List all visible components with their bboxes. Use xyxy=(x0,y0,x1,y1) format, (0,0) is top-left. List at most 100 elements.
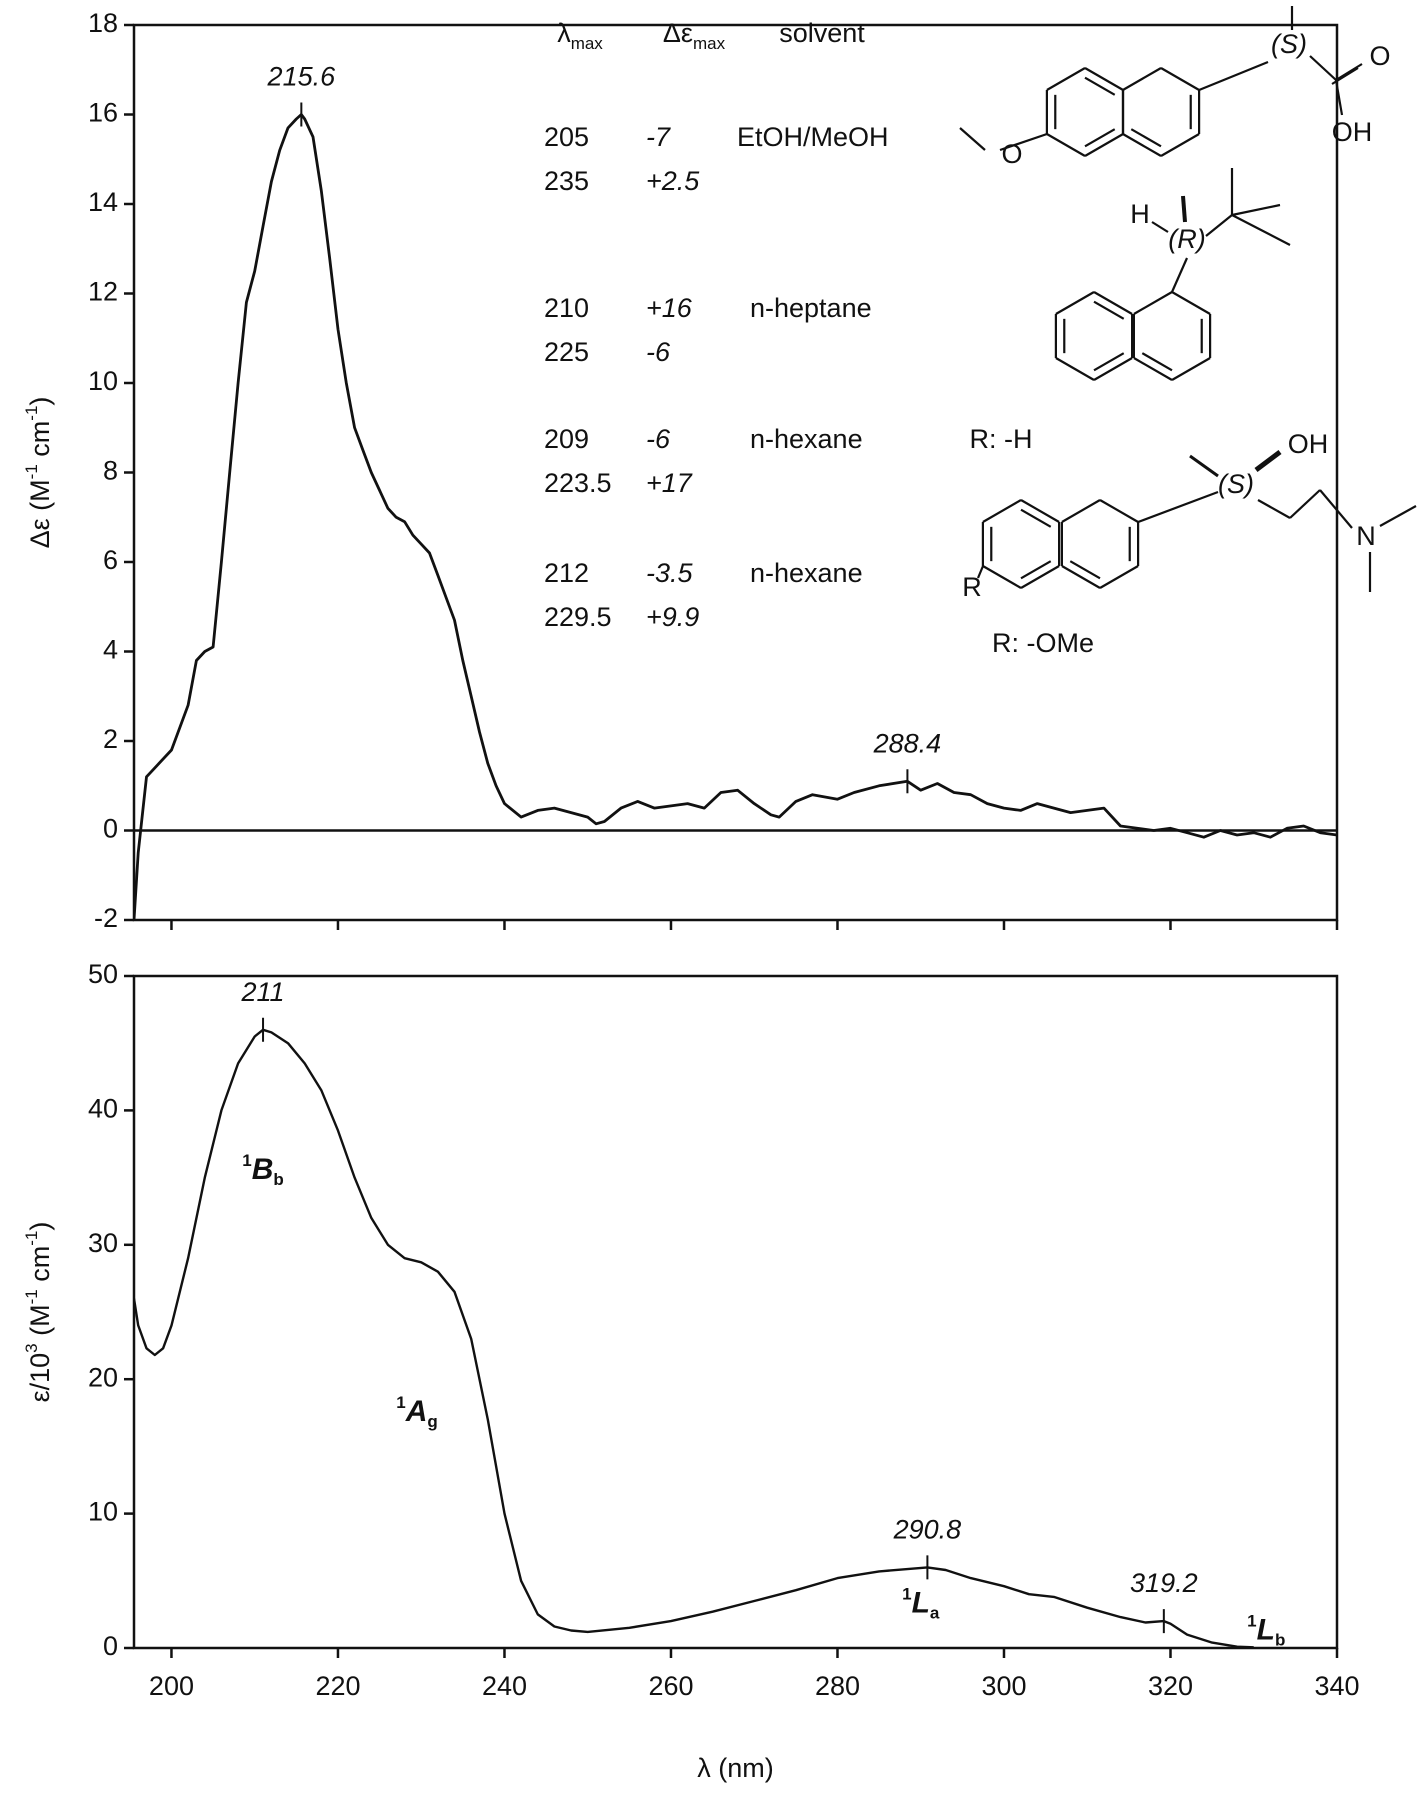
bond xyxy=(1061,565,1101,589)
peak-label: 211 xyxy=(241,977,285,1007)
bond xyxy=(1020,565,1060,589)
bond xyxy=(1319,489,1353,529)
bond xyxy=(1160,67,1200,91)
x-tick-label: 280 xyxy=(815,1671,860,1701)
y-tick-label: 40 xyxy=(88,1094,118,1124)
band-sup: 1 xyxy=(902,1584,911,1603)
table-solvent: n-heptane xyxy=(750,293,872,323)
bond xyxy=(1055,291,1095,315)
text-part: -1 xyxy=(22,406,41,421)
x-tick-label: 340 xyxy=(1314,1671,1359,1701)
structure-label: OH xyxy=(1288,429,1329,459)
band-sup: 1 xyxy=(396,1393,405,1412)
bond xyxy=(1093,300,1125,320)
bond xyxy=(1020,508,1052,528)
bond xyxy=(1084,133,1124,157)
data-line xyxy=(134,1028,1254,1648)
bond xyxy=(1093,352,1125,372)
bond xyxy=(1093,291,1133,315)
bond xyxy=(1309,55,1337,81)
table-header: solvent xyxy=(779,18,865,48)
text-part: max xyxy=(571,34,604,53)
table-cell: 223.5 xyxy=(544,468,612,498)
bond xyxy=(1171,357,1211,381)
text-part: λ xyxy=(557,18,571,48)
table-header: Δεmax xyxy=(663,18,726,53)
y-tick-label: 30 xyxy=(88,1228,118,1258)
structure-label: R: -OMe xyxy=(992,628,1094,658)
y-tick-label: 6 xyxy=(103,545,118,575)
table-solvent: n-hexane xyxy=(750,558,863,588)
x-tick-label: 260 xyxy=(648,1671,693,1701)
y-tick-label: 10 xyxy=(88,366,118,396)
bond xyxy=(1055,357,1095,381)
bond xyxy=(1231,203,1281,217)
bond xyxy=(999,132,1048,152)
band-label: 1Lb xyxy=(1247,1611,1285,1649)
table-solvent: n-hexane xyxy=(750,424,863,454)
text-part: -1 xyxy=(22,1231,41,1246)
y-tick-label: 2 xyxy=(103,724,118,754)
bond xyxy=(1254,450,1282,472)
y-tick-label: 12 xyxy=(88,277,118,307)
bond xyxy=(1198,60,1269,92)
bond xyxy=(1189,454,1219,478)
plot-frame xyxy=(132,974,1339,1650)
structure-label: O xyxy=(1001,139,1022,169)
bond xyxy=(1046,133,1086,157)
bond xyxy=(976,565,985,579)
y-tick-label: -2 xyxy=(94,903,118,933)
band-label: 1La xyxy=(902,1584,940,1622)
structure-label: (S) xyxy=(1218,469,1254,499)
text-part: max xyxy=(693,34,726,53)
bond xyxy=(1084,76,1116,96)
table-cell: 205 xyxy=(544,122,589,152)
table-cell: 229.5 xyxy=(544,602,612,632)
table-header: λmax xyxy=(557,18,603,53)
table-cell: -6 xyxy=(646,337,671,367)
peak-label: 290.8 xyxy=(893,1514,962,1544)
text-part: ε/10 xyxy=(25,1353,55,1403)
bond xyxy=(1084,128,1116,148)
bond xyxy=(1069,560,1101,580)
bond xyxy=(1141,352,1173,372)
plot-frame xyxy=(132,23,1339,922)
x-axis-label: λ (nm) xyxy=(697,1753,774,1783)
band-sub: b xyxy=(273,1170,283,1189)
bond xyxy=(1205,214,1233,237)
structure-label: O xyxy=(1369,41,1390,71)
y-tick-label: 50 xyxy=(88,959,118,989)
band-label: 1Ag xyxy=(396,1393,438,1431)
text-part: cm xyxy=(25,1246,55,1290)
band-sub: g xyxy=(427,1412,437,1431)
band-sup: 1 xyxy=(1247,1611,1256,1630)
bond xyxy=(1093,357,1133,381)
text-part: Δε (M xyxy=(25,479,55,548)
text-part: (M xyxy=(25,1304,55,1343)
bond xyxy=(1099,565,1139,589)
bond xyxy=(1133,357,1173,381)
band-sub: b xyxy=(1275,1630,1285,1649)
band-main: A xyxy=(405,1395,428,1428)
structure-label: R xyxy=(962,572,982,602)
structure-label: OH xyxy=(1332,117,1373,147)
structure-label: H xyxy=(1130,199,1150,229)
text-part: -1 xyxy=(22,464,41,479)
peak-label: 319.2 xyxy=(1130,1568,1198,1598)
table-cell: -7 xyxy=(646,122,671,152)
table-cell: +17 xyxy=(646,468,693,498)
bond xyxy=(1257,499,1291,519)
y-tick-label: 0 xyxy=(103,1631,118,1661)
band-sub: a xyxy=(930,1603,940,1622)
y-tick-label: 4 xyxy=(103,635,118,665)
data-line xyxy=(134,113,1337,920)
band-main: L xyxy=(912,1586,930,1619)
y-axis-label: Δε (M-1 cm-1) xyxy=(22,397,55,549)
bond xyxy=(1171,291,1211,315)
table-cell: -6 xyxy=(646,424,671,454)
table-cell: 235 xyxy=(544,166,589,196)
text-part: 3 xyxy=(22,1343,41,1352)
bond xyxy=(1046,67,1086,91)
y-tick-label: 14 xyxy=(88,187,118,217)
